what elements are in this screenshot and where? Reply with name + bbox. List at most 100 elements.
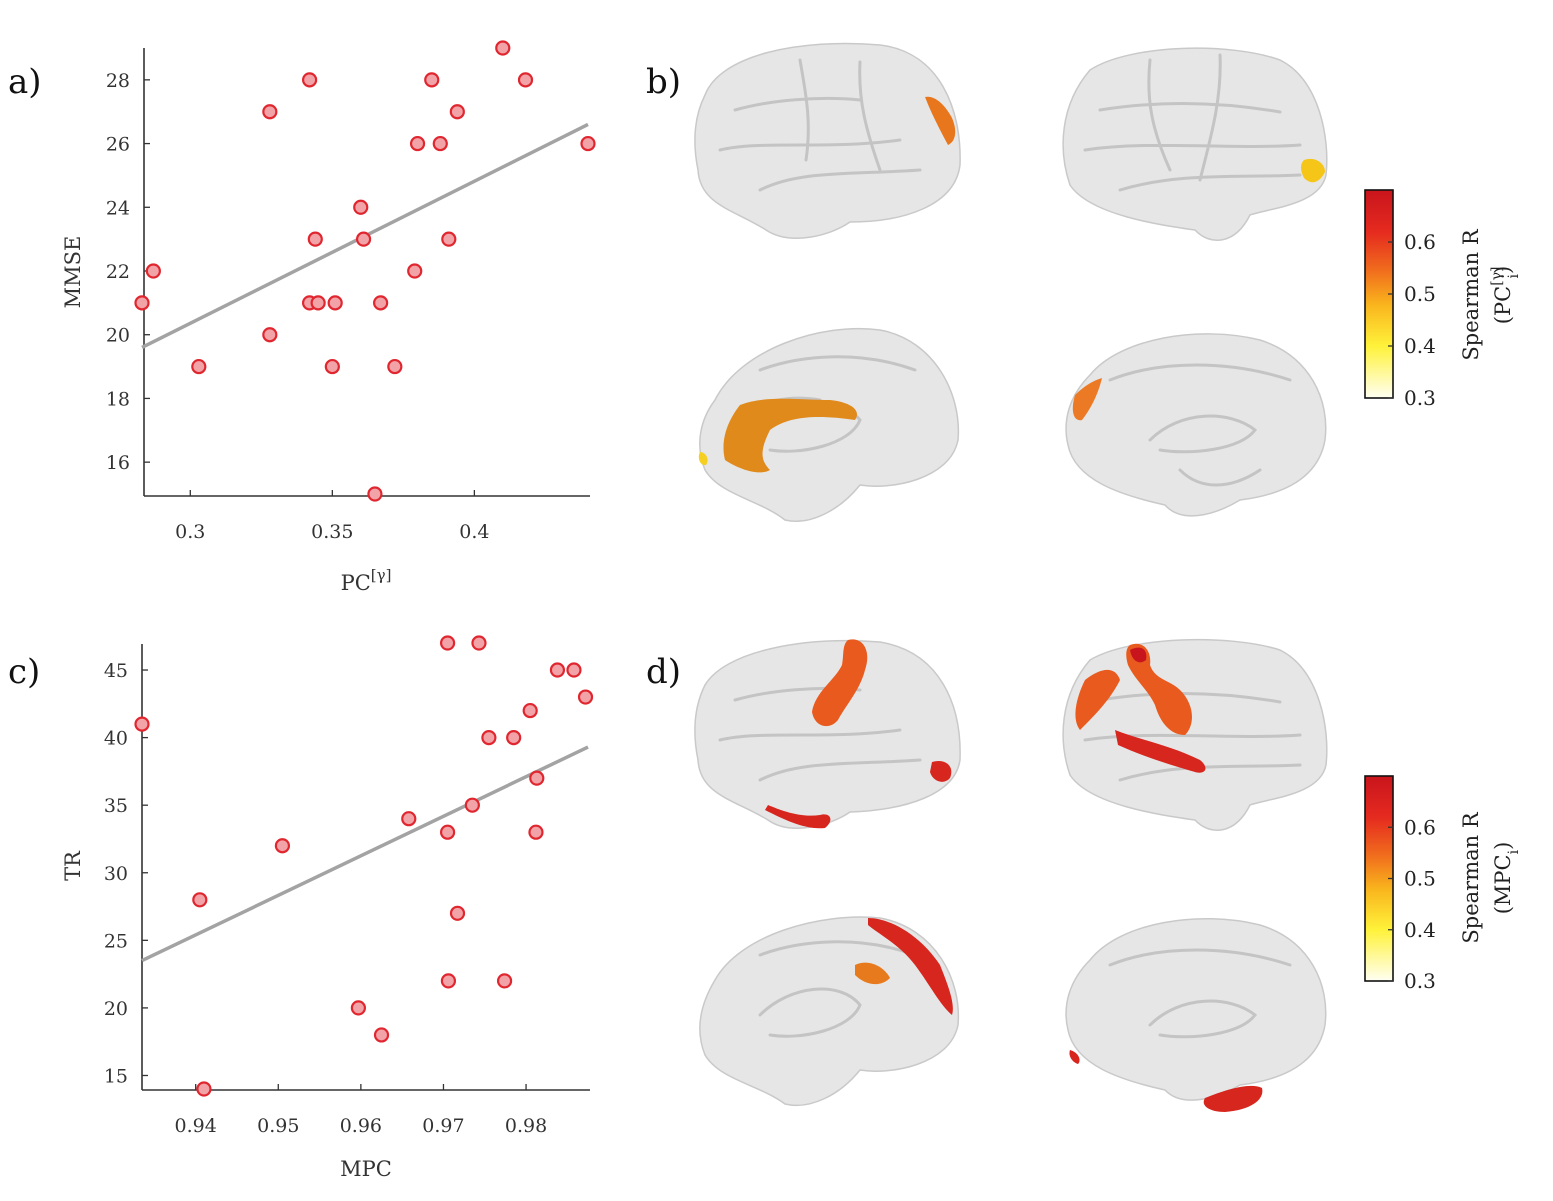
data-point: [324, 358, 340, 375]
x-axis-title-superscript: [γ]: [371, 566, 392, 584]
brain-left-lateral: [694, 639, 961, 829]
colorbar-b: 0.3 0.4 0.5 0.6 Spearman R (PC[γ]i): [1364, 189, 1522, 410]
data-point: [439, 635, 456, 651]
x-tick-label: 0.95: [257, 1115, 299, 1137]
data-point: [481, 730, 497, 746]
colorbar-ticks: 0.3 0.4 0.5 0.6: [1388, 230, 1436, 410]
y-tick-label: 28: [106, 70, 130, 92]
colorbar-subtitle-main: (PC: [1491, 286, 1515, 324]
y-axis-title: TR: [61, 850, 85, 881]
highlight-region: [723, 398, 858, 473]
data-point: [367, 486, 383, 502]
data-point: [350, 1000, 366, 1016]
x-axis-title: MPC: [340, 1157, 392, 1181]
data-point: [496, 973, 513, 989]
x-tick-label: 0.98: [505, 1115, 547, 1137]
data-point: [196, 1081, 212, 1097]
y-ticks: 15 20 25 30 35 40 45: [104, 660, 148, 1087]
y-tick-label: 22: [106, 261, 130, 283]
data-point: [387, 358, 403, 375]
data-point: [401, 811, 417, 827]
y-tick-label: 45: [104, 660, 128, 682]
data-point: [522, 702, 538, 719]
x-tick-label: 0.96: [340, 1115, 382, 1137]
highlight-region: [1115, 730, 1206, 773]
data-point: [145, 263, 161, 279]
highlight-region: [1069, 1050, 1080, 1064]
y-ticks: 16 18 20 22 24 26 28: [106, 70, 150, 474]
colorbar-subtitle: (PC[γ]i): [1489, 266, 1522, 324]
x-tick-label: 0.4: [459, 521, 489, 543]
data-point: [528, 824, 544, 840]
data-point: [517, 72, 534, 88]
brain-right-lateral: [1062, 47, 1328, 241]
data-point: [134, 295, 150, 311]
x-axis-title: PC[γ]: [341, 566, 392, 595]
y-tick-label: 25: [104, 930, 128, 952]
brain-left-medial: [698, 327, 960, 522]
colorbar-subtitle-close: ): [1491, 266, 1515, 274]
brain-right-medial: [1065, 333, 1327, 517]
brain-left-lateral: [694, 42, 961, 239]
data-point: [440, 973, 457, 989]
y-tick-label: 16: [106, 452, 130, 474]
data-point: [471, 635, 487, 651]
colorbar-tick-label: 0.6: [1404, 230, 1436, 254]
data-points: [134, 635, 594, 1097]
highlight-region: [812, 639, 868, 727]
colorbar-subtitle: (MPCi): [1491, 842, 1522, 915]
x-tick-label: 0.94: [175, 1115, 217, 1137]
colorbar-tick-label: 0.3: [1404, 969, 1436, 993]
data-point: [302, 72, 318, 88]
colorbar-tick-label: 0.6: [1404, 815, 1436, 839]
highlight-region: [1072, 378, 1102, 421]
data-point: [580, 135, 596, 152]
colorbar-tick-label: 0.5: [1404, 867, 1436, 891]
highlight-region: [855, 962, 890, 985]
data-point: [307, 231, 323, 247]
x-ticks: 0.3 0.35 0.4: [175, 490, 489, 543]
x-axis-title-main: PC: [341, 571, 371, 595]
data-point: [424, 72, 440, 88]
x-tick-label: 0.35: [311, 521, 353, 543]
colorbar-tick-label: 0.4: [1404, 918, 1436, 942]
colorbar-title: Spearman R: [1459, 228, 1483, 360]
colorbar-subtitle-close: ): [1491, 842, 1515, 850]
data-point: [449, 905, 466, 921]
colorbar-subtitle-superscript: [γ]: [1489, 267, 1505, 286]
y-tick-label: 18: [106, 388, 130, 410]
data-point: [439, 824, 456, 840]
data-point: [262, 104, 278, 120]
highlight-region: [1075, 669, 1120, 730]
colorbar-title: Spearman R: [1459, 811, 1483, 943]
data-point: [373, 1027, 390, 1043]
data-point: [441, 231, 457, 247]
highlight-region: [1203, 1085, 1263, 1112]
x-tick-label: 0.3: [175, 521, 205, 543]
panel-label-c: c): [8, 652, 40, 692]
colorbar-ticks: 0.3 0.4 0.5 0.6: [1388, 815, 1436, 993]
highlight-region: [925, 96, 956, 145]
data-point: [355, 231, 372, 247]
data-point: [495, 40, 511, 56]
data-point: [529, 770, 545, 786]
data-point: [577, 689, 594, 705]
panel-label-a: a): [8, 62, 42, 102]
y-tick-label: 26: [106, 134, 130, 156]
scatter-panel-a: a) 16 18 20 22 24 26 28 0.3 0.35 0.4 MMSE PC[γ]: [8, 40, 596, 595]
x-tick-label: 0.97: [422, 1115, 464, 1137]
highlight-region: [930, 760, 952, 782]
brain-right-medial: [1065, 917, 1327, 1112]
data-point: [566, 662, 582, 678]
y-tick-label: 40: [104, 728, 128, 750]
brain-panel-b: b) 0.3 0.4 0.5 0.6 Spearman R (PC[γ]i: [646, 42, 1522, 522]
data-point: [353, 199, 369, 215]
brain-panel-d: d) 0: [646, 638, 1522, 1112]
data-point: [432, 135, 448, 152]
data-point: [373, 295, 389, 311]
colorbar-d: 0.3 0.4 0.5 0.6 Spearman R (MPCi): [1364, 775, 1522, 993]
data-point: [134, 716, 150, 732]
data-point: [192, 892, 208, 908]
highlight-region: [868, 918, 953, 1015]
